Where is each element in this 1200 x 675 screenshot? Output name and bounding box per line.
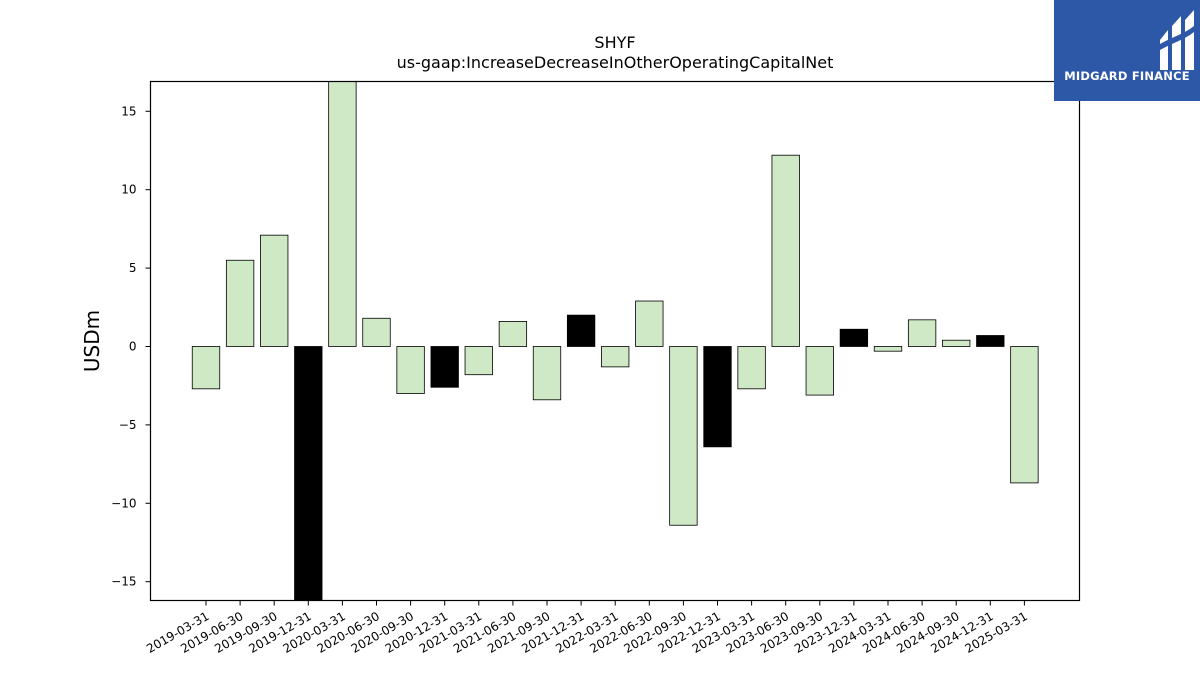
bar-2021-12-31 bbox=[566, 314, 596, 347]
bar-2022-06-30 bbox=[635, 300, 664, 347]
bar-2024-12-31 bbox=[976, 335, 1005, 347]
bar-2022-03-31 bbox=[601, 346, 630, 368]
y-tick-label: −15 bbox=[111, 575, 136, 589]
chart-subtitle: us-gaap:IncreaseDecreaseInOtherOperating… bbox=[397, 53, 834, 72]
bar-2024-03-31 bbox=[873, 346, 903, 352]
bar-2019-03-31 bbox=[191, 346, 221, 390]
bar-2020-06-30 bbox=[362, 317, 391, 347]
plot-frame bbox=[149, 80, 1081, 602]
bar-2019-09-30 bbox=[260, 234, 289, 347]
bar-2020-09-30 bbox=[396, 346, 425, 394]
midgard-logo-mark-icon bbox=[1160, 10, 1194, 70]
bar-2024-09-30 bbox=[942, 339, 971, 347]
brand-name: MIDGARD FINANCE bbox=[1064, 69, 1190, 83]
y-tick-label: 0 bbox=[129, 339, 137, 353]
midgard-finance-logo: MIDGARD FINANCE bbox=[1054, 0, 1200, 101]
y-tick-label: −5 bbox=[119, 418, 137, 432]
bar-2019-12-31 bbox=[294, 346, 323, 601]
y-axis-label: USDm bbox=[80, 310, 104, 372]
bar-2023-09-30 bbox=[805, 346, 834, 396]
bar-2020-12-31 bbox=[430, 346, 459, 388]
y-tick-label: 15 bbox=[121, 104, 136, 118]
bar-2020-03-31 bbox=[328, 81, 357, 347]
y-axis: −15 −10 −5 0 5 10 15 bbox=[111, 104, 151, 589]
y-tick-label: 10 bbox=[121, 183, 136, 197]
chart-title: SHYF bbox=[594, 33, 635, 52]
bar-2024-06-30 bbox=[907, 319, 937, 347]
bar-2021-09-30 bbox=[532, 346, 562, 401]
x-axis: 2019-03-312019-06-302019-09-302019-12-31… bbox=[144, 600, 1030, 656]
bar-2023-03-31 bbox=[737, 346, 766, 390]
bar-2022-12-31 bbox=[703, 346, 732, 448]
bar-2023-12-31 bbox=[839, 328, 869, 347]
bar-2021-03-31 bbox=[464, 346, 493, 376]
y-tick-label: 5 bbox=[129, 261, 137, 275]
bar-2022-09-30 bbox=[669, 346, 698, 526]
bar-2023-06-30 bbox=[771, 154, 800, 347]
bar-2025-03-31 bbox=[1010, 346, 1039, 484]
bars-group bbox=[191, 81, 1039, 601]
bar-2019-06-30 bbox=[225, 259, 255, 347]
y-tick-label: −10 bbox=[111, 496, 136, 510]
bar-2021-06-30 bbox=[498, 321, 528, 347]
